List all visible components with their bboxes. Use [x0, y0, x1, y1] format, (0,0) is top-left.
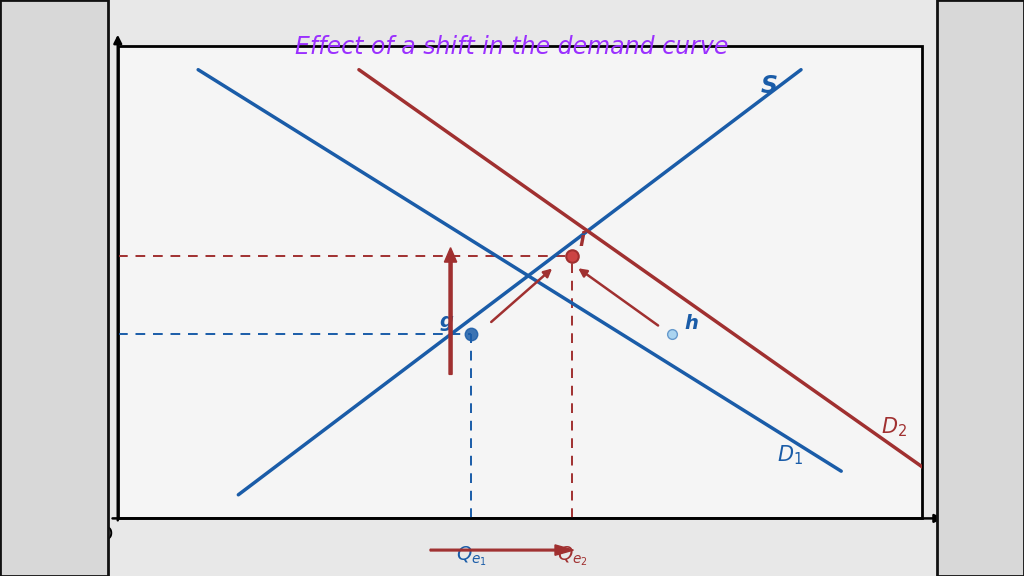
Text: $D_2$: $D_2$ — [882, 415, 907, 439]
Text: Effect of a shift in the demand curve: Effect of a shift in the demand curve — [295, 35, 729, 59]
Text: i: i — [579, 231, 585, 250]
Text: S: S — [761, 74, 778, 98]
Text: $P_{e_2}$: $P_{e_2}$ — [9, 244, 37, 268]
Text: $Q_{e_2}$: $Q_{e_2}$ — [556, 544, 588, 568]
Text: $D_1$: $D_1$ — [777, 444, 803, 467]
Text: $P_{e_1}$: $P_{e_1}$ — [9, 323, 37, 346]
Text: Q: Q — [949, 520, 968, 540]
Text: P: P — [91, 17, 104, 37]
Text: $Q_{e_1}$: $Q_{e_1}$ — [456, 544, 487, 568]
Text: g: g — [439, 312, 454, 331]
Text: h: h — [684, 314, 698, 334]
Text: O: O — [98, 525, 114, 544]
